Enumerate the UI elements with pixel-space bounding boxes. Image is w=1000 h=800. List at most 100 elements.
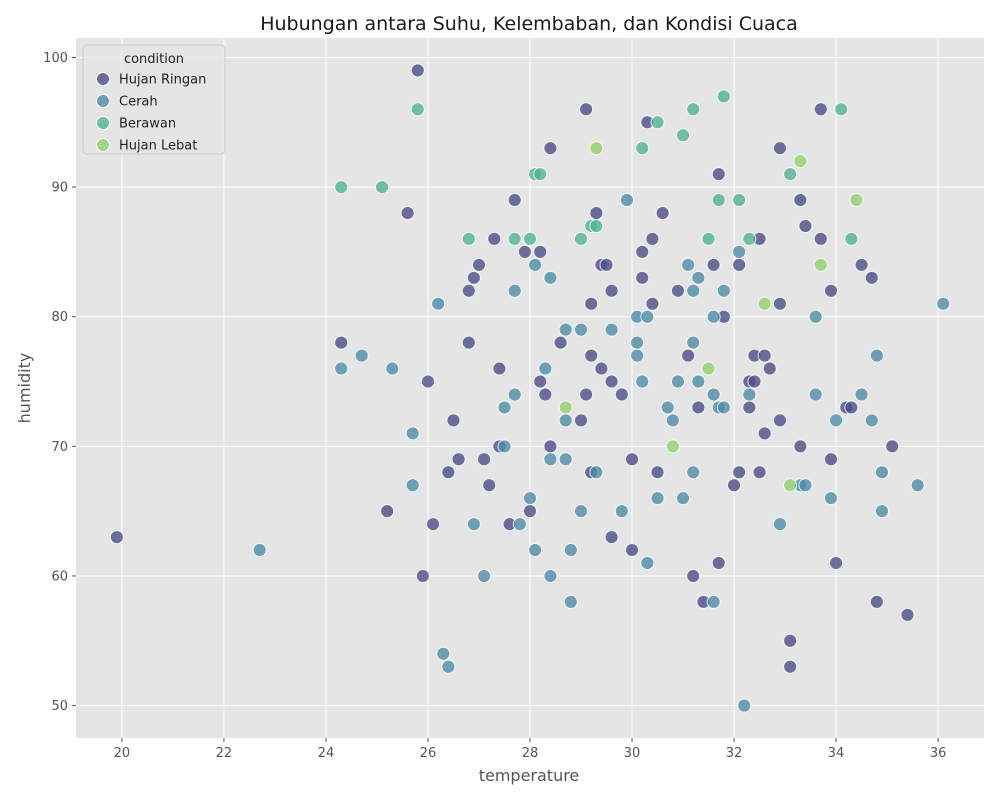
data-point (400, 206, 415, 220)
data-point (635, 374, 650, 389)
data-point (732, 465, 747, 480)
data-point (584, 348, 599, 363)
data-point (869, 348, 884, 363)
data-point (681, 257, 696, 272)
data-point (686, 335, 701, 350)
data-point (594, 361, 609, 376)
data-point (619, 193, 634, 208)
data-point (645, 231, 660, 246)
data-point (844, 400, 859, 415)
legend-label: Hujan Lebat (119, 139, 197, 154)
data-point (793, 193, 808, 208)
data-point (523, 491, 537, 506)
y-axis-label: humidity (15, 353, 34, 424)
x-tick-label: 32 (726, 746, 743, 761)
y-tick-label: 90 (51, 181, 68, 196)
data-point (686, 102, 701, 117)
data-point (772, 141, 787, 156)
data-point (589, 206, 604, 220)
data-point (109, 530, 124, 545)
data-point (446, 413, 461, 428)
data-point (471, 257, 486, 272)
data-point (762, 361, 777, 376)
data-point (849, 193, 864, 208)
data-point (864, 413, 879, 428)
data-point (711, 193, 726, 208)
legend-marker (96, 116, 110, 130)
data-point (477, 568, 492, 583)
data-point (737, 698, 752, 713)
x-axis-label: temperature (479, 766, 580, 785)
data-point (793, 439, 808, 454)
data-point (783, 478, 798, 493)
data-point (701, 231, 716, 246)
data-point (563, 543, 578, 558)
data-points (109, 63, 951, 713)
y-tick-label: 60 (51, 569, 68, 584)
data-point (507, 283, 522, 298)
data-point (604, 322, 619, 337)
x-tick-label: 22 (216, 746, 233, 761)
data-point (497, 439, 512, 454)
data-point (665, 413, 680, 428)
data-point (757, 426, 772, 441)
data-point (482, 478, 497, 493)
x-axis-ticks: 20 22 24 26 28 30 32 34 36 (114, 738, 947, 761)
data-point (686, 568, 701, 583)
data-point (252, 543, 267, 558)
data-point (630, 348, 645, 363)
data-point (507, 387, 522, 402)
data-point (808, 387, 823, 402)
data-point (635, 244, 650, 259)
data-point (533, 167, 548, 182)
data-point (528, 257, 543, 272)
data-point (711, 167, 726, 182)
data-point (334, 180, 349, 195)
x-tick-label: 36 (930, 746, 947, 761)
data-point (727, 478, 742, 493)
data-point (635, 270, 650, 285)
data-point (410, 63, 425, 78)
data-point (375, 180, 390, 195)
data-point (681, 348, 696, 363)
chart-title: Hubungan antara Suhu, Kelembaban, dan Ko… (260, 13, 798, 35)
data-point (874, 504, 889, 519)
data-point (660, 400, 675, 415)
data-point (742, 231, 757, 246)
x-tick-label: 30 (624, 746, 641, 761)
data-point (640, 309, 655, 324)
data-point (533, 244, 548, 259)
data-point (380, 504, 395, 519)
data-point (507, 231, 522, 246)
data-point (461, 283, 476, 298)
data-point (752, 465, 767, 480)
data-point (691, 270, 706, 285)
series-hujan-ringan (109, 63, 915, 674)
data-point (405, 426, 420, 441)
data-point (625, 452, 640, 467)
x-tick-label: 20 (114, 746, 131, 761)
x-tick-label: 28 (522, 746, 539, 761)
series-hujan-lebat (558, 141, 864, 493)
data-point (864, 270, 879, 285)
data-point (783, 633, 798, 648)
data-point (441, 659, 456, 674)
data-point (426, 517, 441, 532)
series-berawan (334, 89, 859, 246)
legend-title: condition (124, 52, 184, 67)
data-point (823, 491, 838, 506)
data-point (813, 102, 828, 117)
data-point (813, 257, 828, 272)
data-point (757, 348, 772, 363)
data-point (772, 413, 787, 428)
data-point (436, 646, 451, 661)
data-point (635, 141, 650, 156)
data-point (844, 231, 859, 246)
data-point (523, 504, 537, 519)
data-point (854, 387, 869, 402)
data-point (910, 478, 925, 493)
data-point (543, 439, 558, 454)
data-point (783, 167, 798, 182)
data-point (599, 257, 614, 272)
